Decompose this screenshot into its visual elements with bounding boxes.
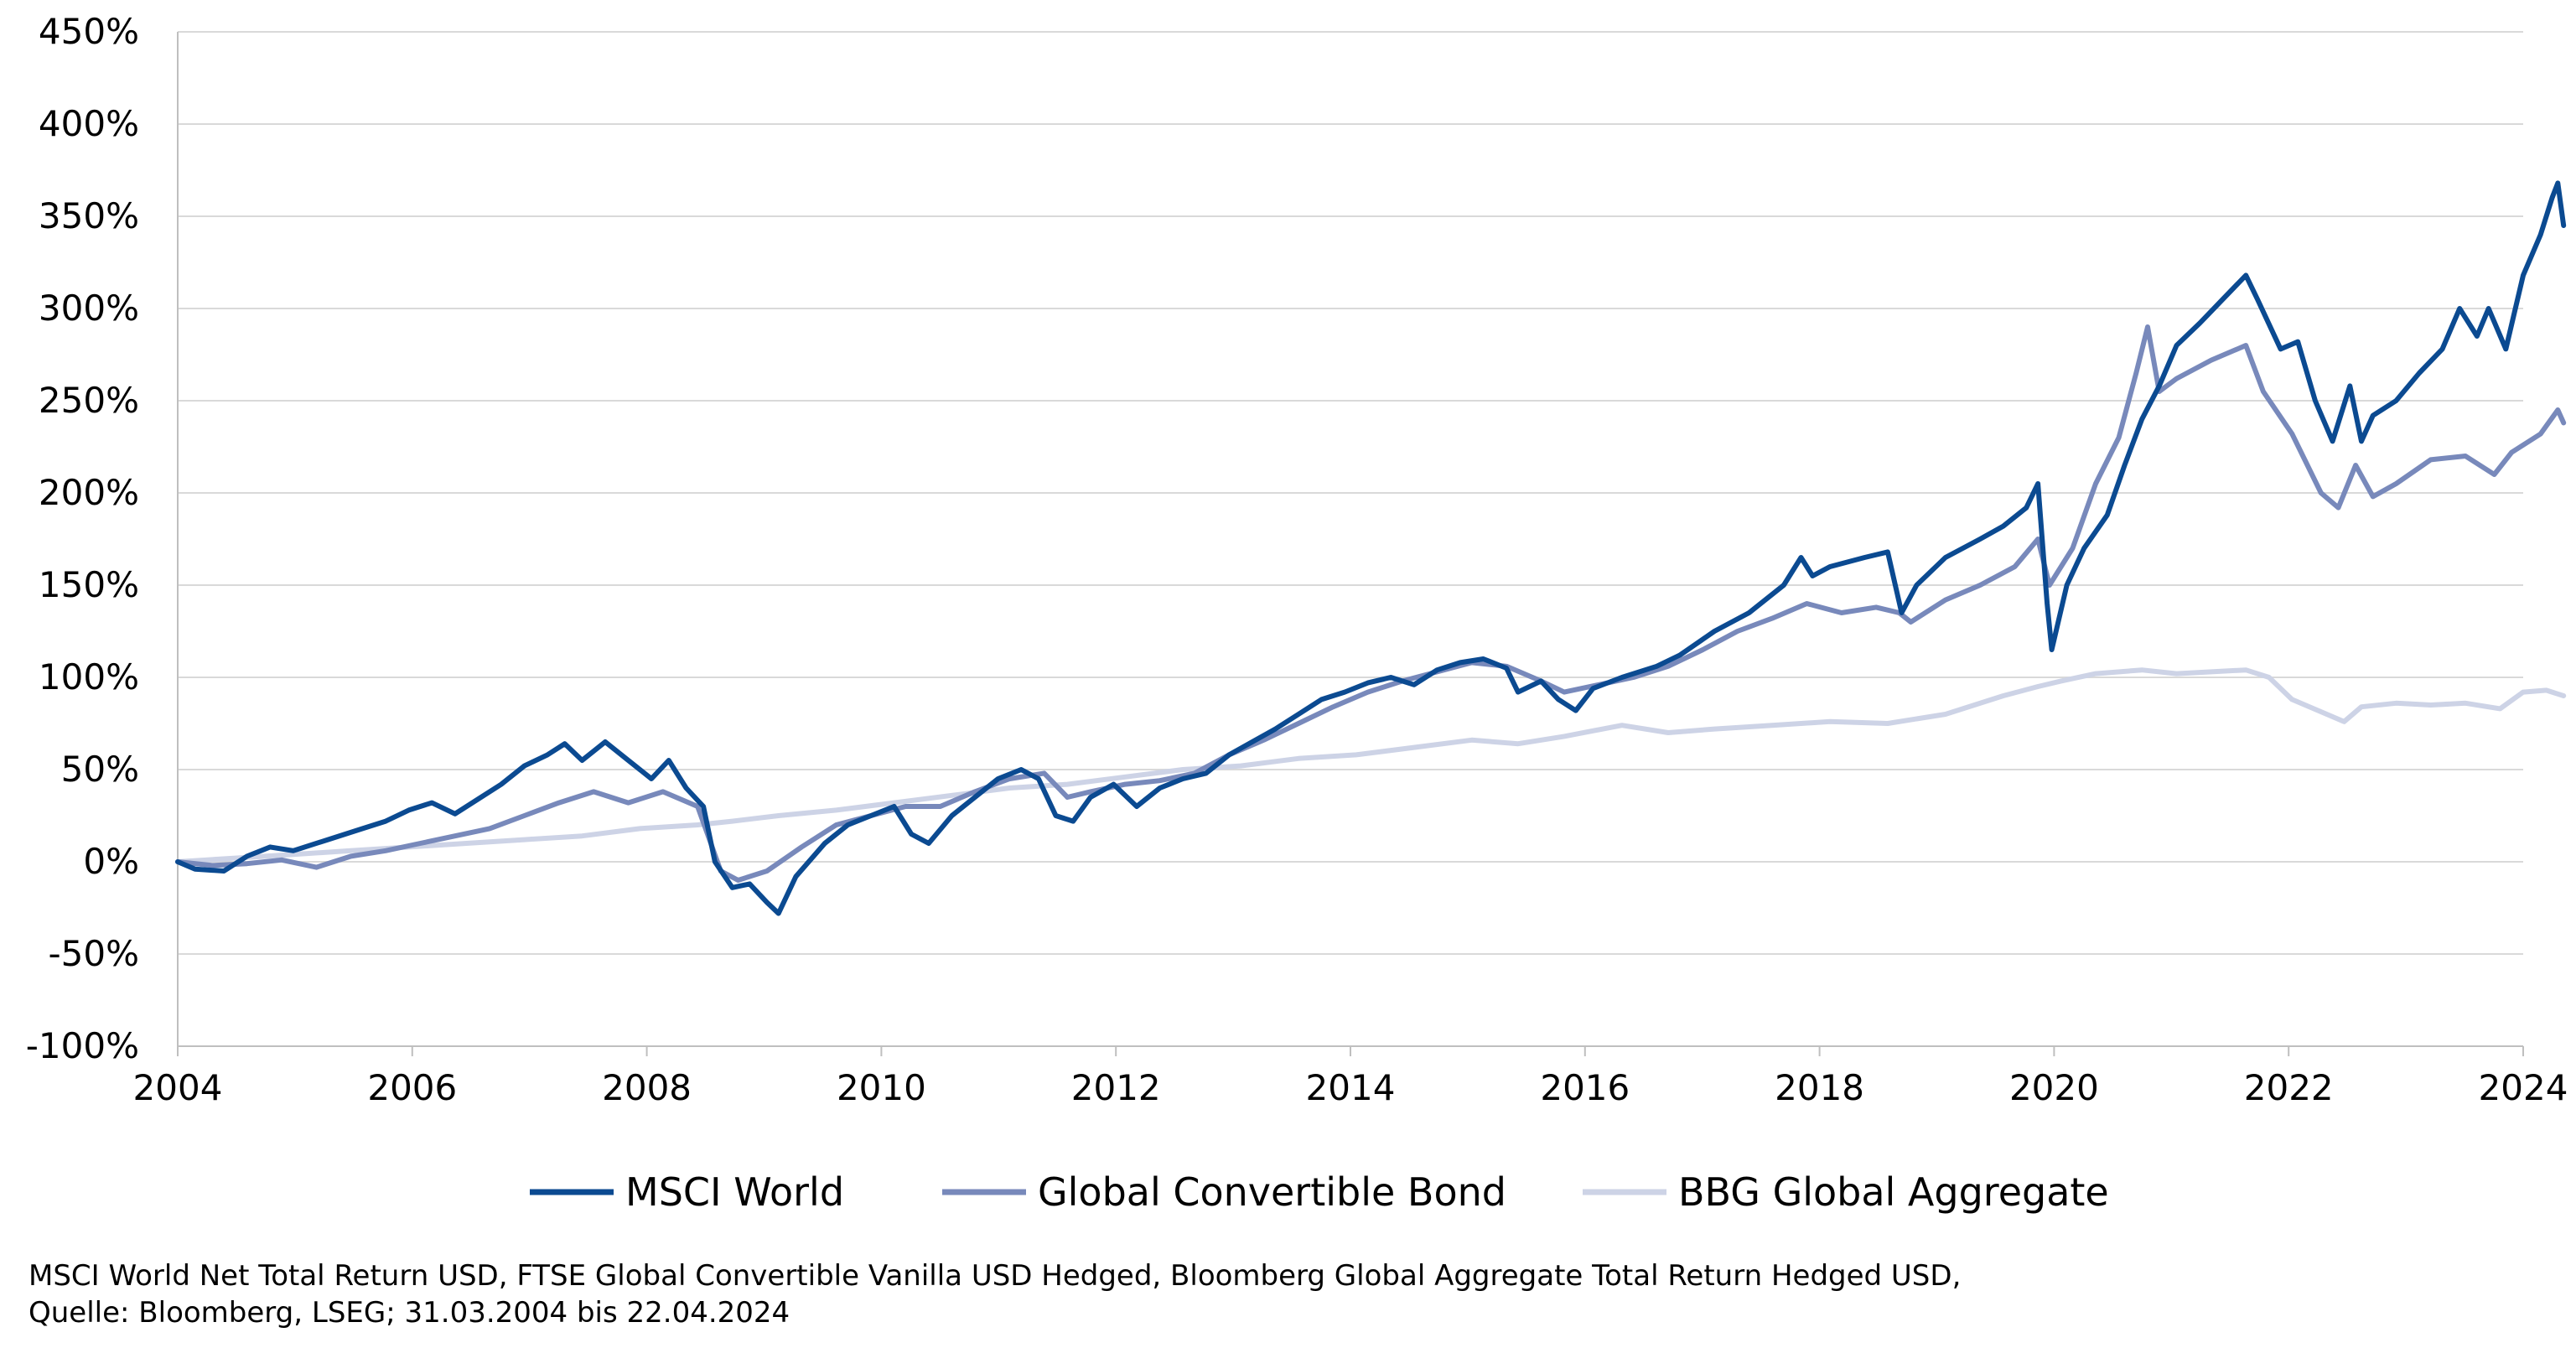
x-tick-labels: 2004 2006 2008 2010 2012 2014 2016 2018 2020 2022…	[133, 1046, 2568, 1108]
x-tick-label: 2014	[1306, 1067, 1396, 1108]
y-tick-label: 200%	[39, 472, 139, 513]
y-tick-label: 100%	[39, 656, 139, 697]
x-tick-label: 2024	[2479, 1067, 2568, 1108]
x-tick-label: 2012	[1071, 1067, 1161, 1108]
y-tick-label: 50%	[61, 749, 139, 790]
series-line-bbg-global-aggregate	[175, 667, 2567, 864]
x-tick-label: 2022	[2244, 1067, 2334, 1108]
y-tick-label: 0%	[83, 841, 139, 882]
y-tick-label: -50%	[48, 933, 139, 974]
legend-label: MSCI World	[625, 1169, 844, 1215]
y-tick-label: 300%	[39, 288, 139, 329]
x-tick-label: 2008	[602, 1067, 692, 1108]
x-tick-label: 2010	[837, 1067, 926, 1108]
series-lines	[175, 180, 2567, 916]
legend-label: BBG Global Aggregate	[1678, 1169, 2109, 1215]
series-line-global-convertible-bond	[175, 324, 2567, 883]
y-tick-label: 450%	[39, 11, 139, 52]
series-line-msci-world	[175, 180, 2567, 916]
y-tick-label: 350%	[39, 195, 139, 236]
source-note-line-1: MSCI World Net Total Return USD, FTSE Gl…	[29, 1259, 1962, 1293]
y-tick-label: -100%	[26, 1025, 139, 1066]
x-tick-label: 2020	[2009, 1067, 2099, 1108]
y-tick-labels: 450% 400% 350% 300% 250% 200% 150% 100% 50% 0% -50…	[26, 11, 139, 1066]
legend: MSCI World Global Convertible Bond BBG Glo…	[530, 1169, 2109, 1215]
x-tick-label: 2016	[1540, 1067, 1630, 1108]
x-tick-label: 2006	[367, 1067, 457, 1108]
gridlines	[178, 31, 2523, 1047]
y-tick-label: 150%	[39, 564, 139, 605]
axes	[177, 32, 2523, 1047]
source-note: MSCI World Net Total Return USD, FTSE Gl…	[29, 1257, 1961, 1331]
x-tick-label: 2018	[1775, 1067, 1864, 1108]
y-tick-label: 250%	[39, 380, 139, 421]
source-note-line-2: Quelle: Bloomberg, LSEG; 31.03.2004 bis …	[29, 1296, 790, 1330]
legend-label: Global Convertible Bond	[1038, 1169, 1506, 1215]
y-tick-label: 400%	[39, 103, 139, 144]
x-tick-label: 2004	[133, 1067, 223, 1108]
